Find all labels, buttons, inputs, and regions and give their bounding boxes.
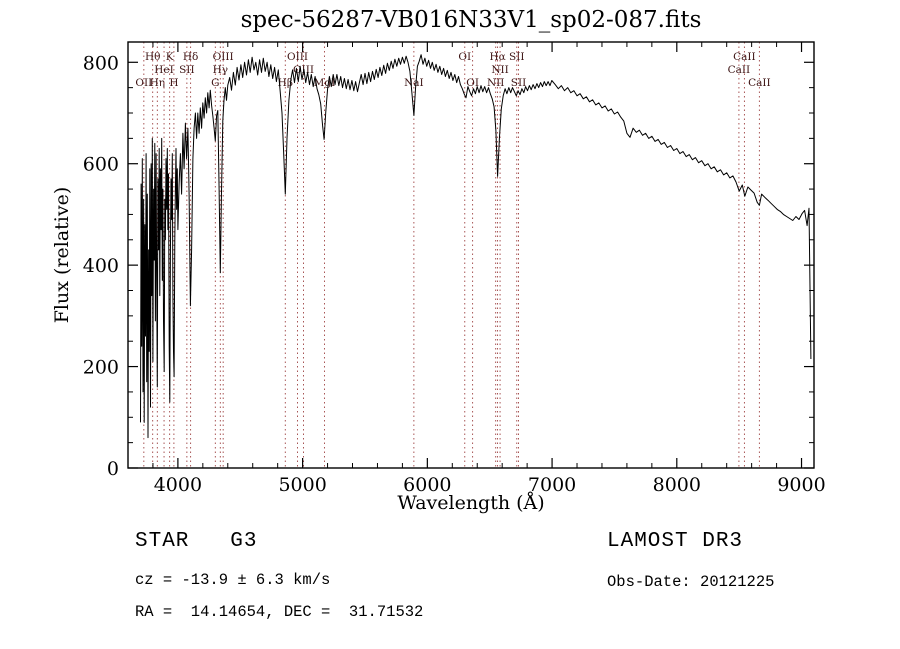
- line-marker-label-OI: OI: [458, 51, 471, 63]
- chart-title: spec-56287-VB016N33V1_sp02-087.fits: [241, 7, 702, 33]
- line-marker-label-OII: OII: [135, 77, 152, 89]
- line-marker-label-Hα: Hα: [489, 51, 505, 63]
- line-marker-label-HeI: HeI: [154, 64, 174, 76]
- line-marker-label-NII: NII: [491, 64, 508, 76]
- x-axis-title: Wavelength (Å): [397, 492, 544, 514]
- line-marker-label-SII: SII: [509, 51, 525, 63]
- line-marker-label-Hη: Hη: [150, 77, 165, 89]
- line-marker-label-SII: SII: [511, 77, 527, 89]
- line-marker-label-Hβ: Hβ: [278, 77, 293, 89]
- spectrum-trace: [140, 54, 812, 439]
- survey-label: LAMOST DR3: [607, 530, 744, 553]
- x-tick-label: 4000: [154, 474, 202, 496]
- y-tick-label: 800: [83, 52, 119, 74]
- line-marker-label-NaI: NaI: [404, 77, 424, 89]
- x-tick-label: 7000: [528, 474, 576, 496]
- line-marker-label-CaII: CaII: [733, 51, 756, 63]
- line-marker-label-G: G: [211, 77, 219, 89]
- plot-frame: [127, 41, 815, 469]
- y-tick-label: 0: [107, 458, 119, 480]
- line-marker-label-OIII: OIII: [213, 51, 234, 63]
- y-tick-label: 200: [83, 357, 119, 379]
- y-axis-ticks: 0 200 400 600 800: [83, 52, 814, 480]
- line-marker-label-K: K: [166, 51, 174, 63]
- line-marker-label-H: H: [169, 77, 178, 89]
- x-tick-label: 5000: [278, 474, 326, 496]
- obs-date-label: Obs-Date: 20121225: [607, 573, 775, 591]
- object-class-label: STAR G3: [135, 530, 258, 553]
- line-marker-label-Hγ: Hγ: [213, 64, 228, 76]
- line-marker-label-Hθ: Hθ: [145, 51, 160, 63]
- line-marker-label-CaII: CaII: [728, 64, 751, 76]
- line-marker-label-CaII: CaII: [748, 77, 771, 89]
- y-axis-title: Flux (relative): [51, 187, 73, 324]
- line-marker-label-OIII: OIII: [287, 51, 308, 63]
- y-tick-label: 400: [83, 255, 119, 277]
- x-tick-label: 8000: [653, 474, 701, 496]
- x-axis-ticks: 4000 5000 6000 7000 8000 9000: [152, 42, 826, 496]
- y-tick-label: 600: [83, 154, 119, 176]
- x-tick-label: 9000: [777, 474, 825, 496]
- line-marker-label-OI: OI: [466, 77, 479, 89]
- line-marker-label-SII: SII: [179, 64, 195, 76]
- x-tick-label: 6000: [403, 474, 451, 496]
- ra-dec-label: RA = 14.14654, DEC = 31.71532: [135, 603, 424, 621]
- radial-velocity-label: cz = -13.9 ± 6.3 km/s: [135, 571, 331, 589]
- spectrum-plot: spec-56287-VB016N33V1_sp02-087.fits OII Hθ…: [51, 7, 826, 514]
- line-marker-label-NII: NII: [487, 77, 504, 89]
- line-marker-label-Hδ: Hδ: [183, 51, 198, 63]
